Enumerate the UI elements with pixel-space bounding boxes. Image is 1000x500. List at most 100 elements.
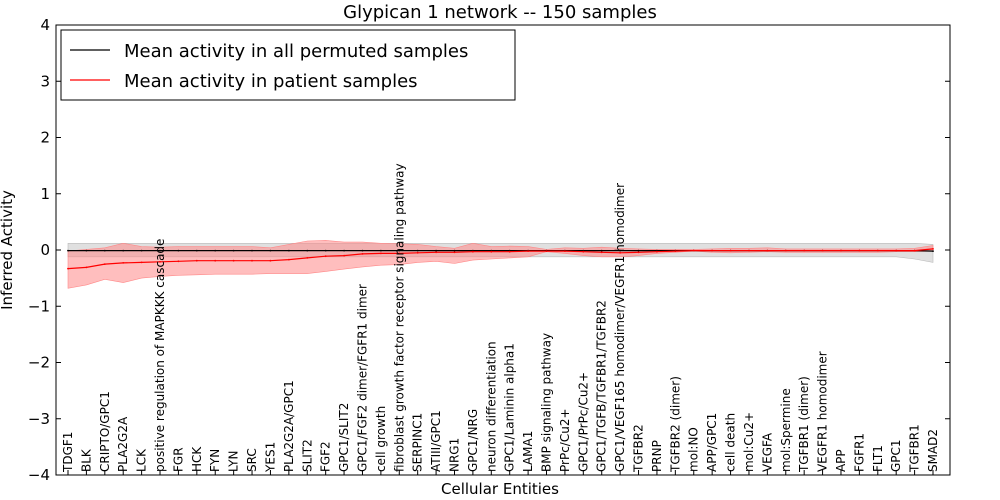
x-tick-label: NRG1: [448, 438, 462, 472]
point-permuted: [140, 249, 143, 252]
y-tick-label: 2: [40, 129, 50, 147]
point-permuted: [343, 249, 345, 252]
point-permuted: [288, 249, 290, 252]
point-patient: [380, 252, 382, 255]
x-tick-label: PrPc/Cu2+: [558, 408, 572, 472]
x-tick-label: SLIT2: [300, 439, 314, 472]
point-patient: [711, 249, 713, 252]
y-tick-label: 4: [40, 16, 50, 34]
point-permuted: [177, 249, 180, 252]
point-patient: [288, 258, 290, 261]
point-patient: [729, 249, 732, 252]
point-patient: [472, 250, 474, 253]
x-tick-label: GPC1/VEGF165 homodimer/VEGFR1 homodimer: [613, 183, 627, 472]
point-permuted: [306, 249, 309, 252]
category-labels: TDGF1 BLK CRIPTO/GPC1 PLA2G2A LCK positive re…: [61, 163, 940, 473]
point-patient: [306, 257, 309, 259]
x-tick-label: FGF2: [319, 441, 333, 472]
point-patient: [416, 251, 419, 254]
point-permuted: [251, 249, 253, 252]
x-tick-label: TDGF1: [61, 432, 75, 473]
y-tick-label: −2: [28, 354, 50, 372]
x-tick-label: GPC1/TGFB/TGFBR1/TGFBR2: [595, 300, 609, 472]
point-patient: [324, 255, 327, 258]
point-patient: [674, 250, 677, 253]
x-tick-label: FGFR1: [852, 433, 866, 472]
point-permuted: [416, 249, 419, 252]
x-tick-label: CRIPTO/GPC1: [98, 391, 112, 472]
point-patient: [582, 250, 585, 253]
x-tick-label: TGFBR2: [632, 424, 646, 473]
point-permuted: [380, 249, 382, 252]
x-tick-label: TGFBR1: [908, 424, 922, 473]
point-patient: [398, 252, 401, 255]
x-tick-label: HCK: [190, 446, 204, 472]
point-patient: [766, 249, 769, 252]
point-permuted: [214, 249, 217, 252]
x-tick-label: APP/GPC1: [705, 413, 719, 472]
x-tick-label: YES1: [263, 442, 277, 473]
point-patient: [195, 259, 198, 262]
point-patient: [269, 259, 272, 262]
x-tick-label: mol:Spermine: [779, 388, 793, 472]
point-patient: [435, 251, 437, 254]
y-tick-label: 0: [40, 241, 50, 259]
series-patient: [67, 248, 934, 270]
x-tick-label: PLA2G2A: [116, 416, 130, 472]
point-permuted: [324, 249, 327, 252]
legend-label-patient: Mean activity in patient samples: [124, 71, 418, 92]
point-patient: [122, 262, 125, 264]
x-tick-label: FYN: [208, 449, 222, 472]
point-permuted: [195, 249, 198, 252]
legend-label-permuted: Mean activity in all permuted samples: [124, 41, 468, 62]
x-tick-label: SERPINC1: [411, 413, 425, 472]
y-tick-label: −1: [28, 297, 50, 315]
point-permuted: [232, 249, 235, 252]
point-patient: [895, 249, 898, 252]
legend: Mean activity in all permuted samples Me…: [60, 29, 516, 101]
point-permuted: [435, 249, 437, 252]
x-tick-label: LCK: [135, 448, 149, 472]
point-patient: [545, 250, 548, 253]
point-patient: [913, 249, 916, 252]
y-tick-label: 1: [40, 185, 50, 203]
point-patient: [840, 249, 842, 252]
point-patient: [508, 250, 511, 253]
x-tick-label: FGR: [171, 447, 185, 472]
x-tick-label: GPC1/Laminin alpha1: [503, 343, 517, 472]
point-patient: [784, 249, 787, 252]
x-tick-label: fibroblast growth factor receptor signal…: [392, 163, 406, 472]
point-patient: [637, 251, 640, 254]
point-patient: [140, 261, 143, 264]
point-patient: [600, 251, 603, 254]
x-tick-label: SRC: [245, 448, 259, 472]
x-tick-label: GPC1/NRG: [466, 409, 480, 472]
x-tick-label: TGFBR1 (dimer): [797, 376, 811, 473]
x-tick-label: neuron differentiation: [484, 341, 498, 472]
point-patient: [821, 249, 824, 252]
chart-title: Glypican 1 network -- 150 samples: [343, 2, 657, 23]
series-lines: [67, 248, 934, 270]
x-tick-label: ATIII/GPC1: [429, 410, 443, 472]
point-patient: [251, 259, 253, 262]
point-permuted: [159, 249, 161, 252]
point-patient: [67, 267, 69, 270]
point-permuted: [600, 249, 603, 252]
x-tick-label: BMP signaling pathway: [540, 333, 554, 472]
point-permuted: [122, 249, 125, 252]
point-patient: [453, 251, 456, 254]
x-tick-label: APP: [834, 449, 848, 472]
x-tick-label: mol:NO: [687, 427, 701, 472]
x-tick-label: SMAD2: [926, 429, 940, 472]
x-tick-label: PRNP: [650, 440, 664, 472]
point-patient: [932, 248, 934, 250]
point-patient: [85, 266, 88, 269]
point-patient: [103, 263, 106, 265]
point-permuted: [361, 249, 364, 252]
point-patient: [527, 250, 529, 253]
x-tick-label: cell growth: [374, 406, 388, 472]
point-patient: [159, 260, 161, 263]
point-permuted: [67, 249, 69, 252]
point-patient: [876, 249, 879, 252]
